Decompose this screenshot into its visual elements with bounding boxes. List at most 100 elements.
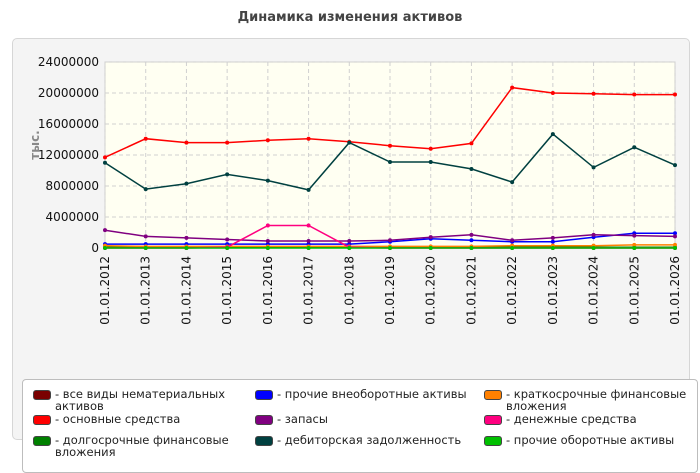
legend-item: - денежные средства: [484, 413, 689, 425]
data-point: [265, 178, 270, 183]
y-axis-label: тыс.: [28, 130, 42, 159]
data-point: [591, 246, 596, 250]
x-tick-label: 01.01.2016: [261, 256, 275, 325]
legend-swatch: [484, 436, 502, 446]
data-point: [143, 187, 148, 192]
x-tick-label: 01.01.2019: [383, 256, 397, 325]
data-point: [306, 136, 311, 141]
x-tick-label: 01.01.2021: [464, 256, 478, 325]
data-point: [550, 91, 555, 95]
data-point: [428, 235, 433, 240]
data-point: [184, 181, 189, 186]
legend-label: - основные средства: [55, 412, 181, 426]
x-tick-label: 01.01.2025: [627, 256, 641, 325]
data-point: [306, 187, 311, 192]
data-point: [632, 242, 637, 247]
data-point: [225, 172, 230, 177]
y-tick-label: 8000000: [46, 179, 99, 193]
data-point: [469, 141, 474, 146]
data-point: [469, 246, 474, 250]
x-tick-label: 01.01.2022: [505, 256, 519, 325]
legend-swatch: [33, 415, 51, 425]
data-point: [510, 246, 515, 250]
y-tick-label: 4000000: [46, 210, 99, 224]
data-point: [306, 223, 311, 228]
legend-item: - все виды нематериальных активов: [33, 388, 248, 412]
data-point: [306, 239, 311, 244]
legend-item: - дебиторская задолженность: [255, 434, 470, 446]
data-point: [103, 228, 107, 233]
legend-label: - долгосрочные финансовые вложения: [55, 433, 229, 459]
data-point: [469, 238, 474, 243]
data-point: [265, 223, 270, 228]
chart-legend: - все виды нематериальных активов - основ…: [22, 379, 698, 473]
data-point: [306, 246, 311, 250]
data-point: [550, 246, 555, 250]
data-point: [591, 232, 596, 237]
data-point: [347, 140, 352, 145]
data-point: [388, 143, 392, 148]
data-point: [388, 159, 392, 164]
data-point: [469, 166, 474, 171]
data-point: [184, 235, 189, 240]
y-tick-label: 16000000: [38, 117, 99, 131]
legend-item: - прочие внеоборотные активы: [255, 388, 470, 400]
data-point: [428, 159, 433, 164]
legend-label: - денежные средства: [506, 412, 637, 426]
y-tick-label: 12000000: [38, 148, 99, 162]
x-tick-label: 01.01.2012: [98, 256, 112, 325]
data-point: [673, 246, 677, 250]
data-point: [184, 140, 189, 145]
data-point: [225, 246, 230, 250]
data-point: [428, 146, 433, 151]
data-point: [388, 246, 392, 250]
data-point: [632, 233, 637, 238]
legend-label: - прочие внеоборотные активы: [277, 387, 467, 401]
data-point: [591, 91, 596, 96]
data-point: [469, 232, 474, 237]
data-point: [632, 145, 637, 150]
legend-label: - прочие оборотные активы: [506, 433, 675, 447]
legend-swatch: [255, 415, 273, 425]
legend-item: - краткосрочные финансовые вложения: [484, 388, 689, 412]
x-tick-label: 01.01.2020: [424, 256, 438, 325]
data-point: [550, 132, 555, 137]
x-tick-label: 01.01.2013: [139, 256, 153, 325]
legend-item: - основные средства: [33, 413, 248, 425]
data-point: [225, 140, 230, 145]
legend-label: - дебиторская задолженность: [277, 433, 462, 447]
data-point: [632, 92, 637, 97]
data-point: [510, 180, 515, 185]
data-point: [591, 165, 596, 170]
series-8: [103, 246, 677, 250]
data-point: [347, 246, 352, 250]
data-point: [632, 246, 637, 250]
data-point: [103, 246, 107, 250]
data-point: [225, 237, 230, 242]
data-point: [347, 239, 352, 244]
data-point: [510, 85, 515, 90]
legend-swatch: [33, 390, 51, 400]
data-point: [265, 239, 270, 244]
x-tick-label: 01.01.2014: [179, 256, 193, 325]
data-point: [143, 234, 148, 239]
data-point: [673, 242, 677, 247]
data-point: [428, 246, 433, 250]
y-tick-label: 0: [91, 241, 99, 255]
legend-label: - все виды нематериальных активов: [55, 387, 226, 413]
data-point: [143, 136, 148, 141]
chart-title: Динамика изменения активов: [237, 10, 463, 25]
data-point: [673, 163, 677, 168]
line-chart: 24000000 20000000 16000000 12000000 8000000 4…: [28, 55, 682, 325]
data-point: [550, 239, 555, 244]
series-5: [103, 132, 677, 192]
data-point: [673, 92, 677, 97]
legend-item: - запасы: [255, 413, 470, 425]
series-4: [103, 228, 677, 244]
data-point: [265, 246, 270, 250]
x-tick-label: 01.01.2023: [546, 256, 560, 325]
legend-swatch: [255, 390, 273, 400]
data-point: [143, 246, 148, 250]
x-tick-label: 01.01.2017: [302, 256, 316, 325]
legend-swatch: [255, 436, 273, 446]
